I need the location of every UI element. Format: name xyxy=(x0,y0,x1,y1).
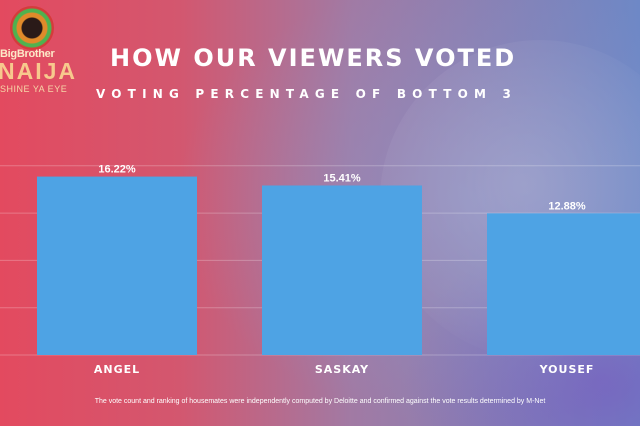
footer-disclaimer: The vote count and ranking of housemates… xyxy=(94,398,546,405)
bar-saskay xyxy=(262,185,422,355)
bar-angel xyxy=(37,176,197,355)
chart-title: HOW OUR VIEWERS VOTED xyxy=(110,44,517,72)
logo-naija-text: NAIJA xyxy=(0,58,78,84)
bars xyxy=(37,176,640,355)
value-label: 12.88% xyxy=(548,200,586,212)
value-label: 15.41% xyxy=(323,172,361,184)
category-label: SASKAY xyxy=(315,363,369,376)
category-label: YOUSEF xyxy=(539,363,595,376)
logo-brand-line: BigBrother xyxy=(0,48,55,60)
eye-logo-icon xyxy=(10,6,54,50)
category-label: ANGEL xyxy=(94,363,140,376)
bar-yousef xyxy=(487,213,640,355)
value-labels: 16.22% 15.41% 12.88% xyxy=(98,164,586,213)
value-label: 16.22% xyxy=(98,164,136,176)
logo-tagline: SHINE YA EYE xyxy=(0,84,68,94)
big-brother-naija-logo: BigBrother NAIJA SHINE YA EYE xyxy=(0,0,75,110)
chart-subtitle: VOTING PERCENTAGE OF BOTTOM 3 xyxy=(96,87,518,101)
category-labels: ANGEL SASKAY YOUSEF xyxy=(94,363,595,376)
